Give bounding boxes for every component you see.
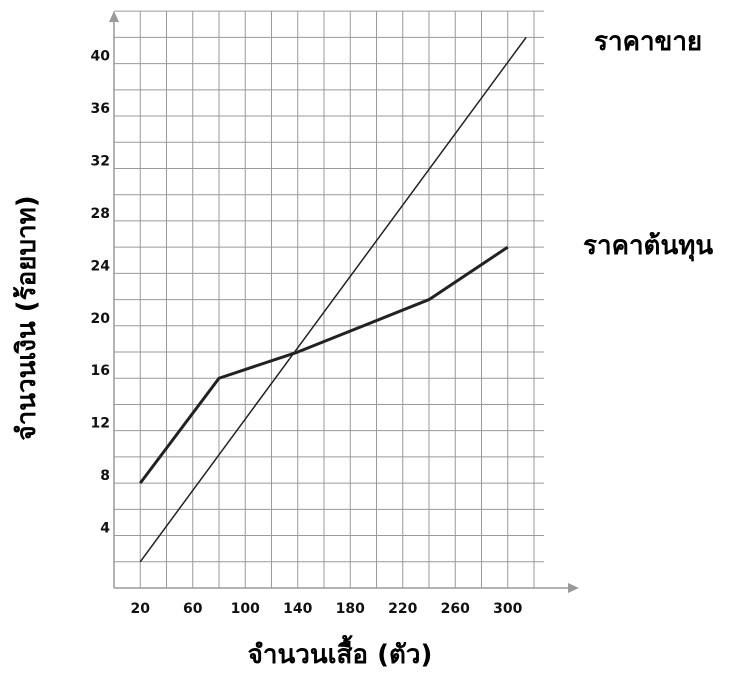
x-tick-label: 140 [283, 601, 312, 617]
x-tick-label: 260 [441, 601, 470, 617]
series-line-sale-price [139, 36, 527, 563]
y-tick-label: 36 [91, 101, 110, 117]
y-tick-label: 12 [91, 416, 110, 432]
y-axis-title: จำนวนเงิน (ร้อยบาท) [12, 195, 42, 440]
x-axis-title: จำนวนเสื้อ (ตัว) [248, 634, 433, 670]
y-tick-label: 8 [100, 468, 110, 484]
x-tick-labels: 20 60 100 140 180 220 260 300 [131, 601, 523, 617]
x-tick-label: 220 [388, 601, 417, 617]
series-line-cost-price [139, 245, 509, 485]
grid-lines [114, 10, 544, 588]
y-axis-arrow-icon [109, 11, 119, 22]
series-label-cost-price: ราคาต้นทุน [583, 231, 713, 262]
x-axis-arrow-icon [568, 583, 579, 593]
y-tick-label: 16 [91, 363, 110, 379]
x-tick-label: 180 [336, 601, 365, 617]
y-tick-label: 4 [100, 521, 110, 537]
x-tick-label: 100 [231, 601, 260, 617]
series-lines [139, 36, 527, 563]
y-tick-labels: 4 8 12 16 20 24 28 32 36 40 [91, 49, 111, 537]
x-tick-label: 20 [131, 601, 151, 617]
y-tick-label: 20 [91, 311, 111, 327]
x-tick-label: 60 [183, 601, 203, 617]
y-tick-label: 28 [91, 206, 110, 222]
y-tick-label: 24 [91, 258, 111, 274]
y-tick-label: 32 [91, 153, 110, 169]
axes [109, 11, 579, 593]
y-tick-label: 40 [91, 49, 111, 65]
x-tick-label: 300 [493, 601, 522, 617]
series-label-sale-price: ราคาขาย [594, 27, 702, 57]
